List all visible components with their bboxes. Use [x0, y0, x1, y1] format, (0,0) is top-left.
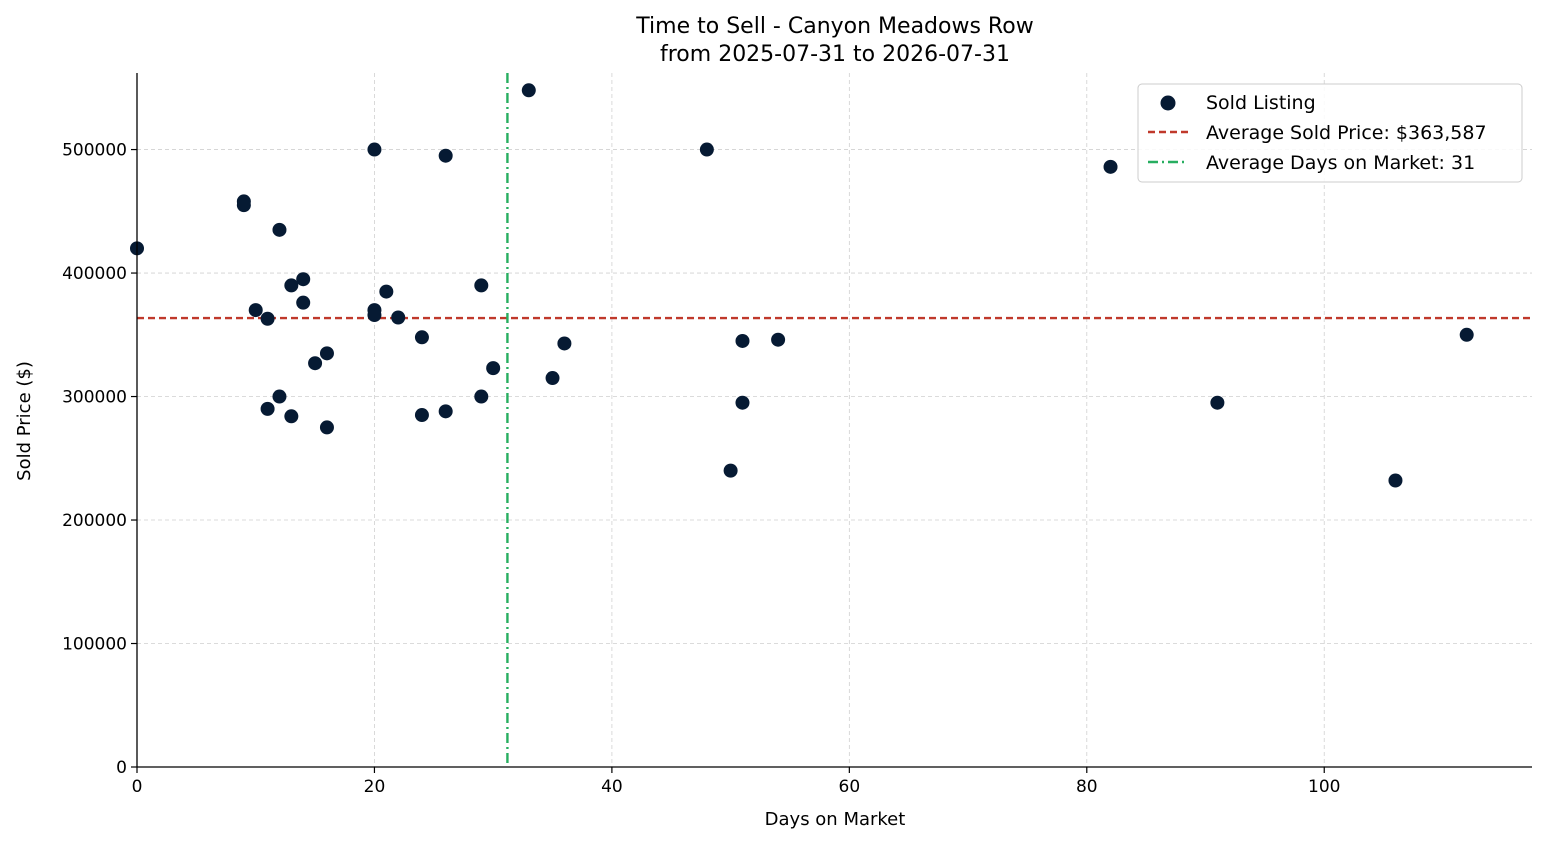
- chart-title: Time to Sell - Canyon Meadows Row: [635, 14, 1033, 39]
- data-point: [1210, 395, 1225, 410]
- data-point: [319, 420, 334, 435]
- x-tick-label: 20: [364, 777, 386, 797]
- data-point: [248, 303, 263, 318]
- data-point: [735, 395, 750, 410]
- data-point: [474, 278, 489, 293]
- legend: Sold Listing Average Sold Price: $363,58…: [1137, 83, 1523, 183]
- data-point: [414, 330, 429, 345]
- data-point: [272, 389, 287, 404]
- data-point: [379, 284, 394, 299]
- chart-subtitle: from 2025-07-31 to 2026-07-31: [660, 42, 1010, 67]
- legend-label-average-price: Average Sold Price: $363,587: [1206, 122, 1487, 144]
- data-point: [521, 83, 536, 98]
- data-point: [296, 272, 311, 287]
- data-point: [284, 409, 299, 424]
- data-point: [367, 308, 382, 323]
- data-point: [272, 222, 287, 237]
- data-point: [391, 310, 406, 325]
- data-point: [1103, 159, 1118, 174]
- data-point: [308, 356, 323, 371]
- x-tick-label: 60: [839, 777, 861, 797]
- data-point: [771, 332, 786, 347]
- legend-marker-sold-listing: [1160, 95, 1176, 111]
- legend-label-sold-listing: Sold Listing: [1206, 92, 1316, 114]
- data-point: [236, 198, 251, 213]
- data-point: [474, 389, 489, 404]
- data-point: [438, 404, 453, 419]
- data-point: [367, 142, 382, 157]
- y-tick-label: 300000: [62, 388, 127, 408]
- y-ticks: 0 100000 200000 300000 400000 500000: [62, 141, 137, 778]
- y-tick-label: 200000: [62, 511, 127, 531]
- x-tick-label: 0: [132, 777, 143, 797]
- x-ticks: 0 20 40 60 80 100: [132, 767, 1340, 797]
- data-point: [735, 333, 750, 348]
- y-tick-label: 400000: [62, 264, 127, 284]
- data-point: [486, 361, 501, 376]
- y-axis-label: Sold Price ($): [14, 361, 35, 481]
- data-point: [284, 278, 299, 293]
- x-axis-label: Days on Market: [765, 809, 906, 830]
- data-point: [296, 295, 311, 310]
- legend-box: [1137, 83, 1523, 183]
- axes: [136, 73, 1532, 768]
- data-point: [438, 148, 453, 163]
- y-tick-label: 500000: [62, 141, 127, 161]
- data-point: [699, 142, 714, 157]
- x-tick-label: 80: [1076, 777, 1098, 797]
- data-point: [557, 336, 572, 351]
- y-tick-label: 100000: [62, 635, 127, 655]
- data-point: [723, 463, 738, 478]
- x-tick-label: 40: [601, 777, 623, 797]
- data-point: [1388, 473, 1403, 488]
- data-point: [260, 311, 275, 326]
- data-point: [1459, 327, 1474, 342]
- data-point: [319, 346, 334, 361]
- data-point: [260, 401, 275, 416]
- x-tick-label: 100: [1308, 777, 1340, 797]
- data-point: [414, 408, 429, 423]
- data-points: [130, 83, 1474, 488]
- y-tick-label: 0: [116, 758, 127, 778]
- data-point: [545, 371, 560, 386]
- legend-label-average-days: Average Days on Market: 31: [1206, 152, 1475, 174]
